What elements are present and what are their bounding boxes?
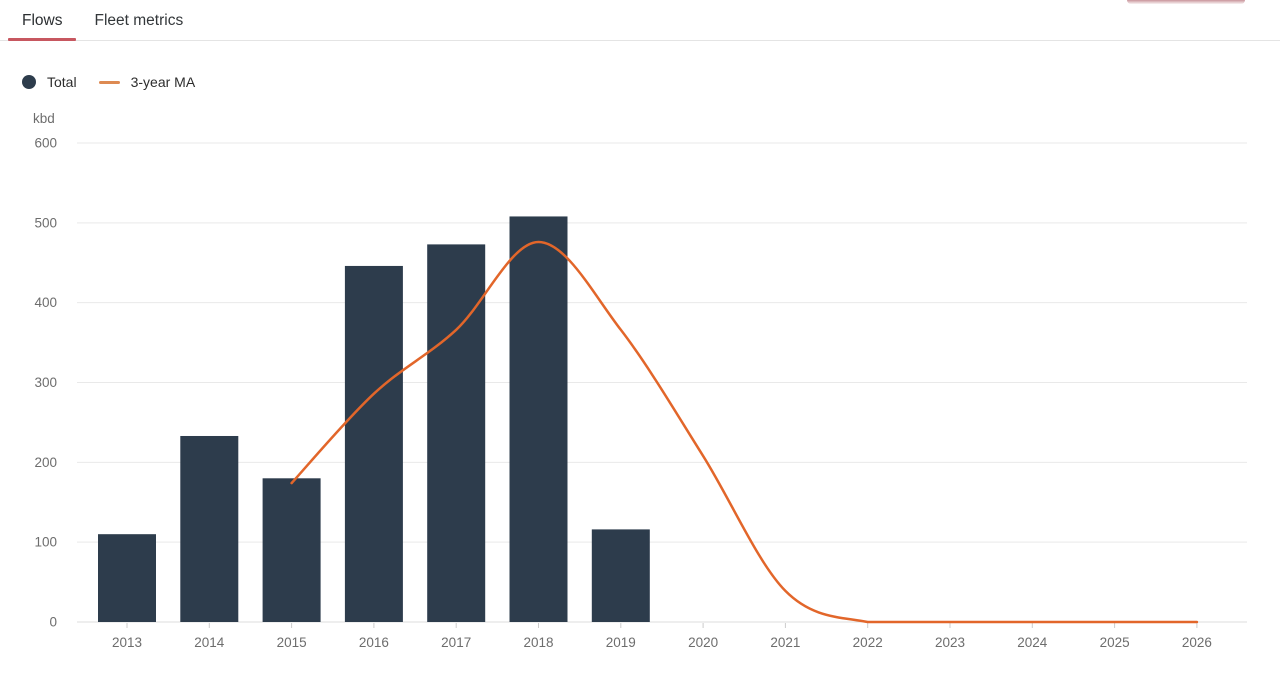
- bar-2013: [98, 534, 156, 622]
- bar-2015: [262, 478, 321, 622]
- bar-2014: [180, 435, 239, 622]
- x-axis-tick-label: 2014: [194, 635, 225, 650]
- x-axis-tick-label: 2020: [688, 635, 718, 650]
- x-axis-tick-label: 2025: [1100, 635, 1130, 650]
- y-axis-tick-label: 400: [34, 295, 57, 310]
- gridlines: [77, 142, 1247, 623]
- legend-item-total[interactable]: Total: [22, 74, 77, 90]
- y-axis-tick-label: 200: [34, 455, 57, 470]
- y-axis-unit-label: kbd: [33, 111, 55, 126]
- x-axis-tick-label: 2023: [935, 635, 965, 650]
- x-axis-tick-label: 2021: [770, 635, 800, 650]
- x-axis-tick-label: 2013: [112, 635, 142, 650]
- bar-2017: [427, 244, 486, 622]
- ma-line: [290, 240, 1199, 624]
- x-axis-tick-label: 2024: [1017, 635, 1048, 650]
- y-axis-tick-label: 100: [34, 535, 57, 550]
- line-series: [290, 240, 1199, 624]
- legend-item-3-year-ma[interactable]: 3-year MA: [98, 74, 196, 90]
- cutoff-button-remnant[interactable]: [1127, 0, 1245, 4]
- x-axis-tick-label: 2016: [359, 635, 389, 650]
- legend-label-total: Total: [47, 74, 77, 90]
- bar-2018: [509, 216, 568, 623]
- x-axis-tick-label: 2019: [606, 635, 636, 650]
- x-axis-tick-label: 2015: [277, 635, 307, 650]
- ma-series-marker-icon: [98, 80, 120, 84]
- bar-2016: [344, 265, 403, 622]
- axes: 0 100 200 300 400 500 600 2013 2014 2015 2016 2017 2…: [34, 136, 1211, 651]
- x-axis-tick-label: 2017: [441, 635, 471, 650]
- bar-series: [98, 216, 650, 623]
- y-axis-tick-label: 0: [49, 615, 57, 630]
- chart-legend: Total 3-year MA: [22, 74, 195, 90]
- y-axis-tick-label: 600: [34, 136, 57, 151]
- total-series-marker-icon: [22, 75, 36, 89]
- x-axis-tick-label: 2018: [523, 635, 553, 650]
- tab-fleet-metrics[interactable]: Fleet metrics: [94, 12, 184, 29]
- tab-flows[interactable]: Flows: [8, 0, 77, 41]
- tabs-bar: Flows Fleet metrics: [0, 0, 1280, 41]
- legend-label-3-year-ma: 3-year MA: [130, 74, 196, 90]
- y-axis-tick-label: 300: [34, 375, 57, 390]
- x-axis-tick-label: 2026: [1182, 635, 1212, 650]
- y-axis-tick-label: 500: [34, 215, 57, 230]
- bar-2019: [591, 529, 650, 622]
- x-axis-tick-label: 2022: [853, 635, 883, 650]
